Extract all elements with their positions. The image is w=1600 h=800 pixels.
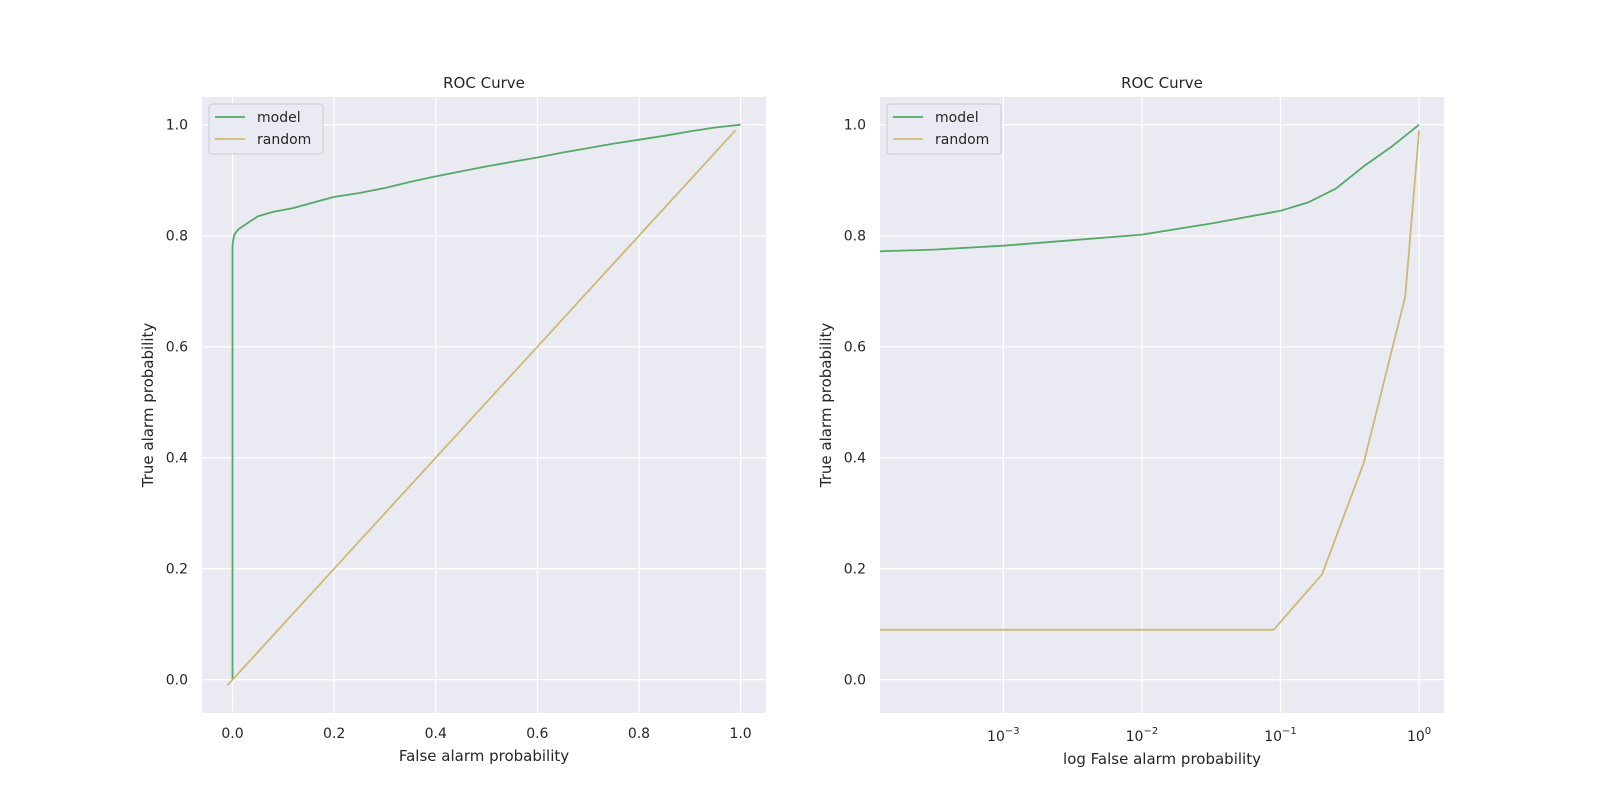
- left-legend-model-label: model: [257, 110, 301, 126]
- right-series-model-line: [879, 123, 1420, 253]
- left-x-tick-label: 1.0: [729, 726, 751, 742]
- right-y-tick-label: 0.2: [844, 562, 866, 578]
- right-y-tick-label: 0.0: [844, 673, 866, 689]
- left-ticks: 0.0 0.2 0.4 0.6 0.8 1.0 0.0 0.2 0.4 0.6 0.8 1.0: [166, 118, 752, 742]
- left-x-tick-label: 0.0: [221, 726, 243, 742]
- right-y-tick-label: 0.8: [844, 229, 866, 245]
- right-y-axis-label: True alarm probability: [817, 323, 835, 489]
- left-series-model-line: [231, 123, 741, 680]
- right-y-tick-label: 1.0: [844, 118, 866, 134]
- left-chart-title: ROC Curve: [443, 74, 525, 92]
- left-y-tick-label: 0.2: [166, 562, 188, 578]
- left-y-tick-label: 0.8: [166, 229, 188, 245]
- right-legend-model-label: model: [935, 110, 979, 126]
- left-x-tick-label: 0.8: [628, 726, 650, 742]
- chart-left: 0.0 0.2 0.4 0.6 0.8 1.0 0.0 0.2 0.4 0.6 0.8 1.0 ROC…: [139, 74, 766, 765]
- left-legend-random-label: random: [257, 132, 311, 148]
- left-grid: [202, 97, 766, 713]
- right-x-tick-label: 100: [1407, 726, 1431, 745]
- right-legend-random-label: random: [935, 132, 989, 148]
- left-x-tick-label: 0.4: [425, 726, 447, 742]
- left-legend: model random: [208, 103, 324, 155]
- right-grid: [880, 97, 1444, 713]
- left-series: [226, 123, 741, 686]
- right-series-random-line: [880, 130, 1420, 631]
- right-ticks: 10−3 10−2 10−1 100 0.0 0.2 0.4 0.6 0.8 1.0: [844, 118, 1431, 745]
- left-y-tick-label: 1.0: [166, 118, 188, 134]
- left-x-tick-label: 0.6: [526, 726, 548, 742]
- right-series: [879, 123, 1420, 631]
- right-plot-area: [880, 97, 1444, 713]
- right-chart-title: ROC Curve: [1121, 74, 1203, 92]
- left-series-random-line: [226, 129, 737, 686]
- left-y-tick-label: 0.6: [166, 340, 188, 356]
- right-x-tick-label: 10−3: [987, 726, 1020, 745]
- chart-right: 10−3 10−2 10−1 100 0.0 0.2 0.4 0.6 0.8 1.0 ROC Cu…: [817, 74, 1444, 768]
- left-x-axis-label: False alarm probability: [399, 747, 569, 765]
- right-x-tick-label: 10−1: [1264, 726, 1297, 745]
- right-x-tick-label: 10−2: [1126, 726, 1159, 745]
- left-y-axis-label: True alarm probability: [139, 323, 157, 489]
- left-y-tick-label: 0.4: [166, 451, 188, 467]
- left-y-tick-label: 0.0: [166, 673, 188, 689]
- right-y-tick-label: 0.6: [844, 340, 866, 356]
- right-x-axis-label: log False alarm probability: [1063, 750, 1261, 768]
- left-x-tick-label: 0.2: [323, 726, 345, 742]
- right-legend: model random: [886, 103, 1002, 155]
- right-y-tick-label: 0.4: [844, 451, 866, 467]
